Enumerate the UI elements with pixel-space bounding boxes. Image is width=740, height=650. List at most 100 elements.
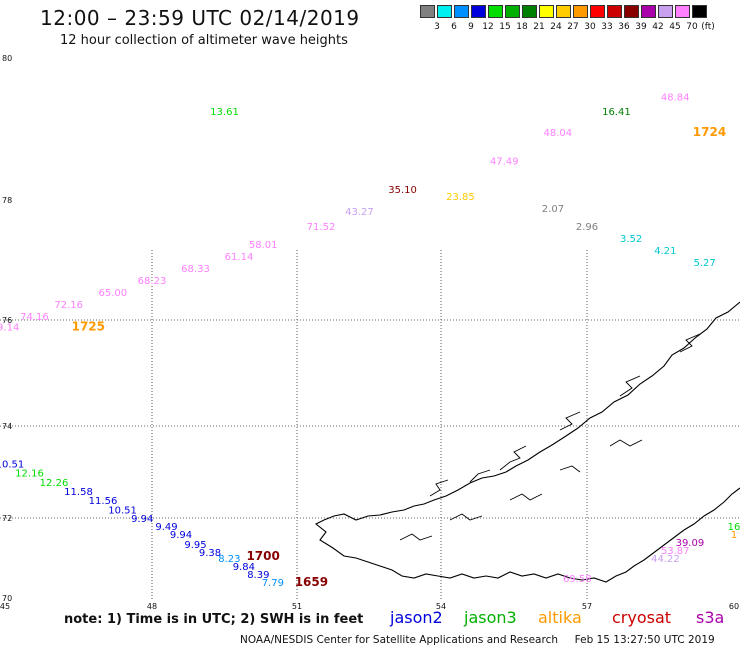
wave-height-value: 43.27: [345, 207, 374, 218]
wave-height-value: 5.27: [693, 258, 715, 269]
scale-label: 21: [533, 22, 545, 32]
map-graticule: [0, 250, 740, 600]
scale-label: 3: [434, 22, 440, 32]
wave-height-value: 9.95: [184, 540, 206, 551]
wave-height-value: 9.84: [233, 562, 255, 573]
latitude-label: 76: [2, 316, 12, 325]
wave-height-value: 35.10: [388, 185, 417, 196]
wave-height-value: 11.56: [89, 496, 118, 507]
page-subtitle: 12 hour collection of altimeter wave hei…: [60, 33, 348, 48]
wave-height-value: 48.04: [543, 128, 572, 139]
wave-height-value: 69.58: [563, 574, 592, 585]
scale-label: 6: [451, 22, 457, 32]
longitude-labels: 45 48 51 54 57 60: [0, 602, 739, 611]
wave-height-value: 9.94: [131, 514, 153, 525]
scale-swatch: [437, 5, 452, 18]
pass-time-labels: 1725 1724 1700 1659: [72, 125, 727, 589]
satellite-legend-entry: jason2: [390, 608, 443, 627]
pass-time-label: 1725: [72, 320, 105, 334]
scale-label: 24: [550, 22, 562, 32]
map-background: [0, 58, 740, 603]
scale-label: 39: [635, 22, 647, 32]
satellite-legend-entry: altika: [538, 608, 582, 627]
scale-swatch: [522, 5, 537, 18]
scale-swatch: [505, 5, 520, 18]
scale-label: 36: [618, 22, 630, 32]
scale-swatch: [420, 5, 435, 18]
wave-height-observations: 6848.8416.4148.0447.4923.8535.1043.2771.…: [0, 93, 740, 589]
page-title: 12:00 – 23:59 UTC 02/14/2019: [40, 6, 360, 30]
scale-label: 45: [669, 22, 681, 32]
latitude-label: 74: [2, 422, 12, 431]
wave-height-value: 2.07: [542, 204, 564, 215]
pass-time-label: 1700: [246, 549, 279, 563]
scale-swatch: [488, 5, 503, 18]
scale-swatch: [692, 5, 707, 18]
map-note: note: 1) Time is in UTC; 2) SWH is in fe…: [64, 612, 364, 627]
wave-height-value: 9.94: [170, 530, 192, 541]
scale-swatch: [539, 5, 554, 18]
latitude-labels: 80 78 76 74 72 70: [2, 54, 12, 603]
scale-label: 30: [584, 22, 596, 32]
scale-swatch: [556, 5, 571, 18]
wave-height-value: 10.51: [0, 459, 24, 470]
wave-height-value: 12.26: [40, 478, 69, 489]
wave-height-value: 61.14: [225, 252, 254, 263]
wave-height-value: 8.39: [247, 570, 269, 581]
wave-height-value: 68.33: [181, 264, 210, 275]
latitude-label: 80: [2, 54, 12, 63]
pass-time-label: 1659: [295, 575, 328, 589]
wave-height-value: 13.61: [210, 107, 239, 118]
wave-height-value: 71.52: [307, 222, 336, 233]
scale-label: 15: [499, 22, 511, 32]
latitude-label: 78: [2, 196, 12, 205]
scale-label: 33: [601, 22, 613, 32]
wave-height-value: 65.00: [98, 288, 127, 299]
scale-swatch: [471, 5, 486, 18]
wave-height-value: 10.51: [108, 505, 137, 516]
latitude-label: 72: [2, 514, 12, 523]
wave-height-value: 11.58: [64, 487, 93, 498]
latitude-label: 70: [2, 594, 12, 603]
satellite-legend-entry: cryosat: [612, 608, 672, 627]
scale-label: 70: [686, 22, 698, 32]
wave-height-value: 58.01: [249, 240, 278, 251]
scale-label: 27: [567, 22, 579, 32]
scale-swatch: [641, 5, 656, 18]
wave-height-value: 1: [731, 530, 737, 541]
scale-swatch: [658, 5, 673, 18]
credit-footer: NOAA/NESDIS Center for Satellite Applica…: [240, 634, 715, 646]
wave-height-value: 9.38: [199, 548, 221, 559]
scale-swatch: [573, 5, 588, 18]
novaya-zemlya-coastline: [314, 301, 740, 583]
wave-height-value: 9.49: [155, 522, 177, 533]
wave-height-value: 69.14: [0, 323, 19, 334]
scale-swatch: [590, 5, 605, 18]
longitude-label: 57: [582, 602, 592, 611]
wave-height-value: 48.84: [661, 93, 690, 104]
wave-height-value: 39.09: [676, 538, 705, 549]
scale-swatch: [624, 5, 639, 18]
longitude-label: 48: [147, 602, 157, 611]
scale-swatch: [607, 5, 622, 18]
wave-height-value: 12.16: [15, 469, 44, 480]
wave-height-value: 72.16: [54, 300, 83, 311]
wave-height-value: 7.79: [262, 578, 284, 589]
wave-height-value: 16.41: [602, 107, 631, 118]
longitude-label: 60: [729, 602, 739, 611]
coastline-fjord-2: [399, 439, 643, 541]
scale-label: 12: [482, 22, 494, 32]
scale-unit: (ft): [701, 22, 715, 32]
scale-label: 18: [516, 22, 528, 32]
wave-height-value: 74.16: [20, 312, 49, 323]
longitude-label: 54: [436, 602, 446, 611]
coastline-path: [314, 301, 740, 583]
scale-label: 42: [652, 22, 664, 32]
wave-height-value: 47.49: [490, 157, 519, 168]
wave-height-value: 3.52: [620, 234, 642, 245]
wave-height-value: 53.87: [661, 546, 690, 557]
wave-height-value: 8.23: [218, 554, 240, 565]
wave-height-value: 16: [728, 522, 740, 533]
wave-height-value: 4.21: [654, 246, 676, 257]
